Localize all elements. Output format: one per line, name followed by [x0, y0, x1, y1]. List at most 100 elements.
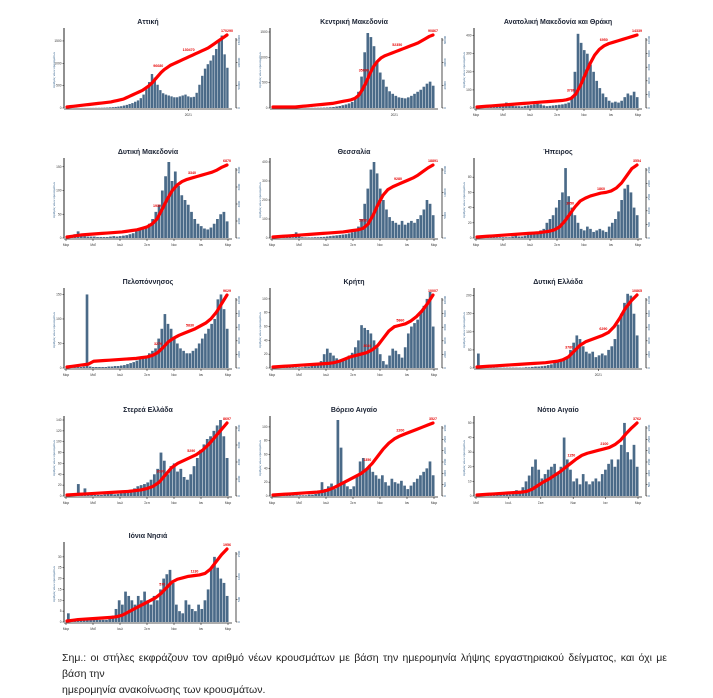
x-tick-label: Μαΐ: [296, 373, 301, 377]
right-tick-label: 10000: [647, 35, 651, 44]
right-tick-label: 150000: [237, 35, 241, 45]
bar: [577, 223, 580, 238]
bar: [614, 219, 617, 238]
bar: [629, 296, 632, 368]
bar: [188, 605, 191, 622]
final-total-label: 1956: [223, 543, 231, 547]
bar: [119, 236, 122, 238]
y-tick-label: 150: [56, 292, 62, 296]
bar: [617, 325, 620, 368]
x-tick-label: Μαΐ: [90, 373, 95, 377]
x-tick-label: Μαΐ: [473, 501, 478, 505]
bar: [391, 94, 394, 108]
bar: [607, 350, 610, 368]
curve-annotation: 5860: [396, 318, 404, 322]
y-tick-label: 80: [58, 451, 62, 455]
bar: [184, 95, 186, 108]
x-tick-label: Ιαν: [405, 501, 410, 505]
bar: [505, 237, 508, 238]
x-tick-label: Μαΐ: [500, 113, 505, 117]
bar: [595, 478, 598, 496]
final-total-label: 6870: [223, 159, 231, 163]
bar: [539, 104, 542, 108]
bar: [407, 97, 410, 108]
bar: [151, 74, 153, 108]
curve-annotation: 130470: [183, 48, 195, 52]
bar: [524, 236, 527, 238]
right-tick-label: 1500: [443, 458, 447, 465]
curve-annotation: 1860: [597, 187, 605, 191]
right-tick-label: 1500: [647, 458, 651, 465]
y-tick-label: 0: [470, 106, 472, 110]
x-tick-label: Ιουλ: [323, 373, 329, 377]
y-tick-label: 50: [468, 348, 472, 352]
right-tick-label: 2000: [443, 351, 447, 358]
bar: [317, 237, 320, 238]
y-tick-label: 0: [266, 236, 268, 240]
bar: [114, 107, 116, 108]
y-tick-label: 200: [466, 70, 472, 74]
final-total-label: 8697: [223, 417, 231, 421]
x-tick-label: Μαρ: [225, 243, 231, 247]
right-tick-label: 2500: [647, 436, 651, 443]
bar: [617, 211, 620, 238]
bar: [550, 364, 553, 368]
bar: [395, 223, 398, 238]
bar: [633, 314, 636, 368]
curve-annotation: 5830: [186, 323, 194, 327]
bar: [429, 461, 432, 496]
bar: [159, 90, 161, 108]
bar: [329, 236, 332, 238]
y-tick-label: 1500: [260, 30, 267, 34]
bar: [226, 329, 229, 368]
bar: [580, 43, 583, 108]
bar: [561, 192, 564, 238]
bar: [118, 600, 121, 622]
bar: [117, 366, 120, 368]
right-tick-label: 3000: [647, 424, 651, 431]
bar: [422, 472, 425, 496]
bar: [586, 227, 589, 238]
y-tick-label: 100: [262, 425, 268, 429]
x-tick-label: Σεπ: [350, 373, 356, 377]
x-tick-label: Ιαν: [609, 243, 614, 247]
right-tick-label: 6000: [443, 324, 447, 331]
bar: [518, 106, 521, 108]
bar: [195, 93, 197, 108]
right-tick-label: 8000: [237, 424, 241, 431]
x-tick-label: Ιαν: [609, 113, 614, 117]
bar: [117, 494, 120, 496]
x-tick-label: Ιαν: [199, 627, 204, 631]
bar: [129, 363, 132, 368]
bar: [419, 313, 422, 368]
bar: [223, 212, 226, 238]
bar: [547, 365, 550, 368]
bar: [86, 294, 89, 368]
bar: [198, 343, 201, 368]
chart-title: Πελοπόννησος: [123, 278, 174, 286]
bar: [308, 495, 311, 496]
bar: [125, 235, 128, 238]
bar: [560, 361, 563, 368]
bar: [426, 84, 429, 108]
bar: [373, 46, 376, 108]
bar: [356, 475, 359, 496]
bar: [112, 236, 115, 238]
chart-title: Δυτική Ελλάδα: [533, 278, 583, 286]
bar: [413, 482, 416, 496]
bar: [598, 481, 601, 496]
y-tick-label: 100: [56, 317, 62, 321]
bar: [332, 107, 335, 108]
bar: [413, 323, 416, 368]
bar: [419, 475, 422, 496]
bar: [385, 365, 388, 368]
bar: [544, 474, 547, 496]
y-tick-label: 400: [262, 160, 268, 164]
bar: [354, 347, 357, 368]
x-tick-label: Μαρ: [63, 373, 69, 377]
x-tick-label: 2021: [391, 113, 398, 117]
